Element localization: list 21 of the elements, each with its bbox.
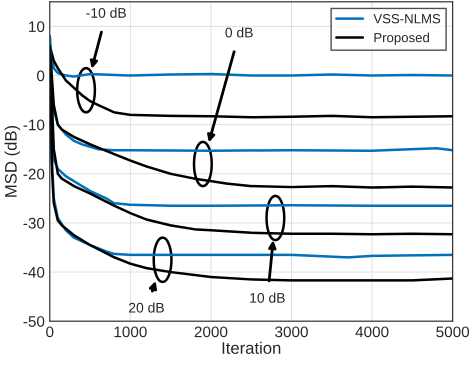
y-tick-label: 0	[37, 70, 44, 82]
annotation: 20 dB	[129, 302, 164, 313]
annotation: -10 dB	[86, 8, 126, 18]
y-axis-title: MSD (dB)	[4, 126, 20, 197]
legend-label: VSS-NLMS	[373, 14, 440, 24]
annotation: 0 dB	[225, 27, 253, 38]
annotation: 10 dB	[250, 292, 285, 303]
x-tick-label: 5000	[436, 326, 470, 338]
x-axis-title: Iteration	[222, 342, 280, 354]
legend-label: Proposed	[374, 32, 429, 45]
y-tick-label: -30	[24, 218, 44, 229]
x-tick-label: 1000	[114, 326, 147, 338]
y-tick-label: -20	[24, 168, 44, 180]
x-tick-label: 4000	[355, 326, 388, 338]
y-tick-label: -10	[24, 120, 44, 130]
y-tick-label: 10	[29, 21, 44, 32]
x-tick-label: 3000	[275, 326, 308, 338]
x-tick-label: 2000	[194, 326, 228, 338]
y-tick-label: -40	[24, 266, 44, 278]
y-tick-label: -50	[24, 316, 44, 327]
x-tick-label: 0	[46, 326, 54, 338]
